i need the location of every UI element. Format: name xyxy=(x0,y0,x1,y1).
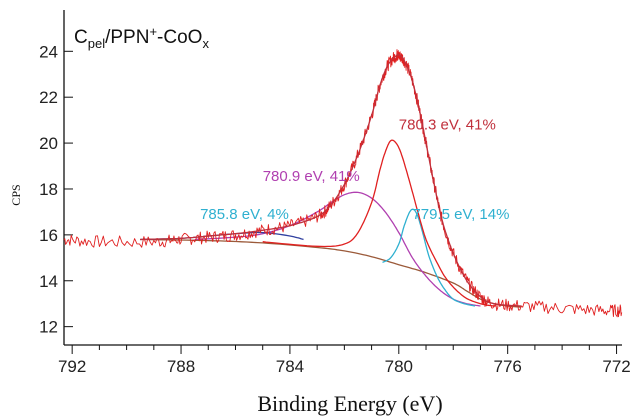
x-tick-label: 772 xyxy=(602,357,630,376)
peak-annotation-2: 785.8 eV, 4% xyxy=(200,206,289,223)
series-layer xyxy=(63,49,623,318)
peak-annotation-0: 780.3 eV, 41% xyxy=(399,116,496,133)
x-tick-label: 780 xyxy=(385,357,413,376)
x-tick-label: 792 xyxy=(58,357,86,376)
peak-annotation-3: 779.5 eV, 14% xyxy=(412,206,509,223)
series-line-component-3 xyxy=(262,139,495,307)
x-tick-label: 776 xyxy=(493,357,521,376)
series-line-component-5 xyxy=(382,208,476,307)
peak-annotation-1: 780.9 eV, 41% xyxy=(263,168,360,185)
x-tick-label: 784 xyxy=(276,357,304,376)
y-tick-label: 12 xyxy=(39,318,58,337)
y-tick-label: 14 xyxy=(39,272,58,291)
x-tick-label: 788 xyxy=(167,357,195,376)
y-tick-label: 18 xyxy=(39,180,58,199)
series-line-envelope-1 xyxy=(140,53,522,307)
series-line-component-4 xyxy=(194,191,481,307)
x-axis-title: Binding Energy (eV) xyxy=(257,391,442,416)
y-tick-label: 20 xyxy=(39,134,58,153)
y-tick-label: 24 xyxy=(39,42,58,61)
axes: 12 14 16 18 20 22 24 792 788 784 780 776 772 xyxy=(39,10,631,376)
y-axis-title: CPS xyxy=(9,184,23,205)
y-tick-label: 22 xyxy=(39,88,58,107)
annotation-layer: 780.3 eV, 41% 780.9 eV, 41% 785.8 eV, 4% 77… xyxy=(200,116,509,222)
chart-title: Cpel/PPN+-CoOx xyxy=(74,24,209,51)
y-tick-label: 16 xyxy=(39,226,58,245)
